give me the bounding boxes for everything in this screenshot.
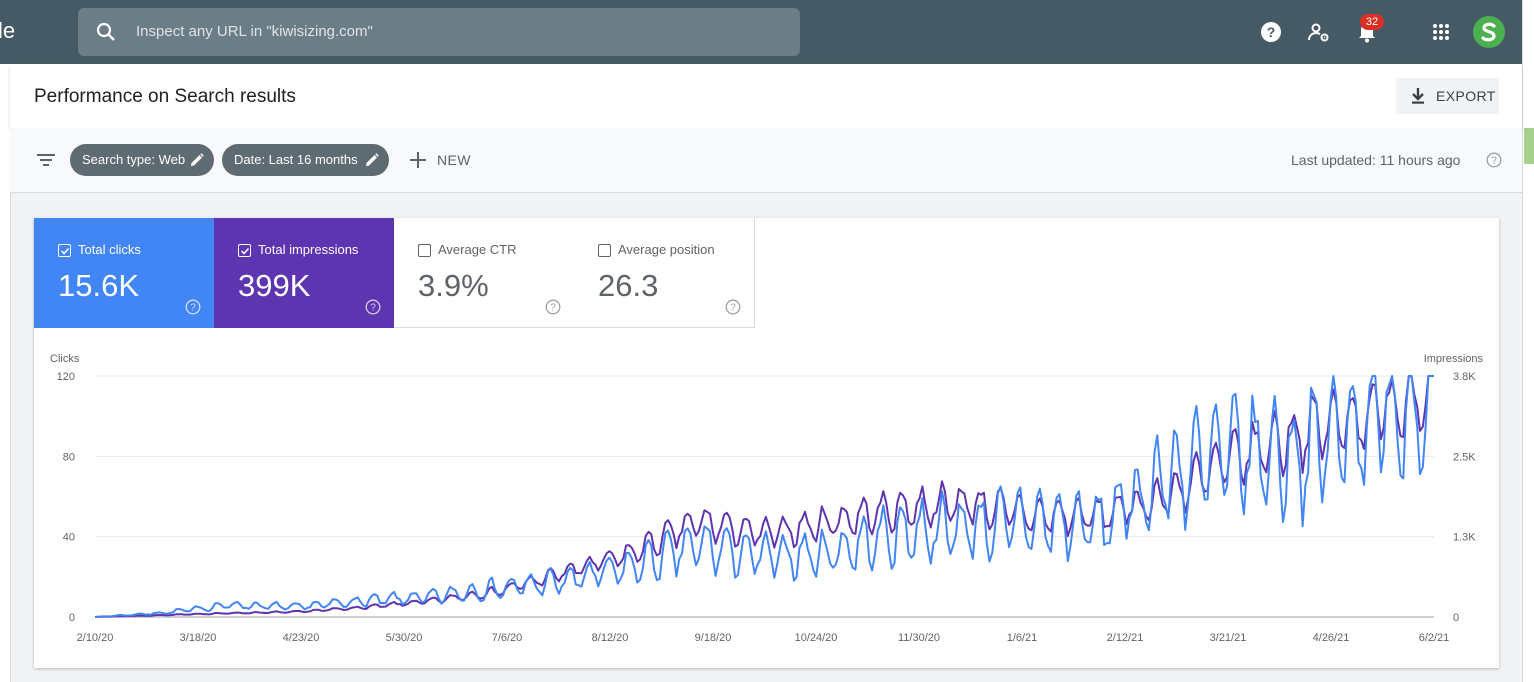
metric-label: Average CTR (438, 242, 517, 257)
svg-text:?: ? (1267, 24, 1276, 40)
page-title: Performance on Search results (34, 86, 296, 107)
right-edge-accent (1524, 128, 1534, 164)
x-tick-label: 7/6/20 (492, 632, 523, 644)
svg-text:?: ? (370, 303, 376, 314)
x-tick-label: 3/18/20 (180, 632, 217, 644)
left-tick-label: 120 (57, 371, 75, 383)
filter-bar: Search type: Web Date: Last 16 months NE… (10, 128, 1522, 193)
left-navigation-edge (0, 64, 11, 682)
help-circle-icon[interactable]: ? (1486, 152, 1502, 168)
check-icon (60, 247, 69, 255)
x-tick-label: 2/10/20 (77, 632, 114, 644)
metric-value: 15.6K (58, 268, 140, 303)
x-tick-label: 9/18/20 (695, 632, 732, 644)
top-app-bar: le Inspect any URL in "kiwisizing.com" ?… (0, 0, 1522, 64)
edit-pencil-icon[interactable] (364, 152, 380, 168)
metric-value: 3.9% (418, 268, 489, 303)
svg-text:?: ? (550, 303, 556, 314)
export-button[interactable]: EXPORT (1396, 78, 1499, 114)
product-logo[interactable]: le (0, 18, 16, 43)
help-circle-icon[interactable]: ? (185, 299, 201, 315)
right-tick-label: 2.5K (1453, 451, 1476, 463)
right-axis-title: Impressions (1424, 353, 1484, 365)
filter-icon[interactable] (34, 148, 58, 172)
avatar-logo-icon (1481, 22, 1496, 42)
metric-average-position[interactable]: Average position 26.3 ? (574, 218, 755, 328)
url-inspection-search[interactable]: Inspect any URL in "kiwisizing.com" (78, 8, 800, 56)
x-tick-label: 8/12/20 (592, 632, 629, 644)
download-icon (1412, 88, 1424, 104)
right-tick-label: 0 (1453, 612, 1459, 624)
left-tick-label: 40 (63, 532, 75, 544)
x-tick-label: 10/24/20 (795, 632, 838, 644)
metric-value: 26.3 (598, 268, 659, 303)
export-label: EXPORT (1436, 88, 1496, 104)
notification-count-badge: 32 (1360, 14, 1384, 30)
checkbox-checked[interactable] (238, 244, 251, 257)
checkbox-unchecked[interactable] (598, 244, 611, 257)
clicks-series-line (94, 375, 1434, 618)
apps-grid-icon[interactable] (1429, 20, 1453, 44)
x-tick-label: 4/23/20 (283, 632, 320, 644)
search-icon (96, 22, 115, 41)
search-type-chip[interactable]: Search type: Web (70, 144, 214, 176)
chip-label: Search type: Web (82, 152, 186, 167)
manage-users-icon[interactable] (1307, 20, 1331, 44)
help-circle-icon[interactable]: ? (545, 299, 561, 315)
svg-text:?: ? (190, 303, 196, 314)
x-tick-label: 5/30/20 (386, 632, 423, 644)
checkbox-unchecked[interactable] (418, 244, 431, 257)
svg-text:?: ? (1491, 156, 1497, 167)
search-placeholder[interactable]: Inspect any URL in "kiwisizing.com" (136, 23, 373, 40)
help-circle-icon[interactable]: ? (725, 299, 741, 315)
metric-average-ctr[interactable]: Average CTR 3.9% ? (394, 218, 575, 328)
account-avatar[interactable] (1473, 16, 1505, 48)
metric-label: Total clicks (78, 242, 141, 257)
svg-text:?: ? (730, 303, 736, 314)
chip-label: Date: Last 16 months (234, 152, 358, 167)
performance-card: Total clicks 15.6K ? Total impressions 3… (34, 218, 1499, 668)
page-header: Performance on Search results EXPORT (10, 64, 1522, 128)
x-tick-label: 2/12/21 (1107, 632, 1144, 644)
date-range-chip[interactable]: Date: Last 16 months (222, 144, 389, 176)
checkbox-checked[interactable] (58, 244, 71, 257)
left-tick-label: 0 (69, 612, 75, 624)
right-tick-label: 3.8K (1453, 371, 1476, 383)
metric-label: Total impressions (258, 242, 359, 257)
metric-total-impressions[interactable]: Total impressions 399K ? (214, 218, 394, 328)
right-tick-label: 1.3K (1453, 532, 1476, 544)
x-tick-label: 4/26/21 (1313, 632, 1350, 644)
x-tick-label: 11/30/20 (898, 632, 940, 644)
left-axis-title: Clicks (50, 353, 80, 365)
last-updated-text: Last updated: 11 hours ago (1291, 152, 1461, 168)
help-circle-icon[interactable]: ? (365, 299, 381, 315)
plus-icon (410, 152, 426, 168)
metric-value: 399K (238, 268, 311, 303)
x-tick-label: 6/2/21 (1419, 632, 1450, 644)
check-icon (240, 247, 249, 255)
x-tick-label: 1/6/21 (1007, 632, 1038, 644)
edit-pencil-icon[interactable] (189, 152, 205, 168)
metric-label: Average position (618, 242, 715, 257)
x-tick-label: 3/21/21 (1210, 632, 1247, 644)
impressions-series-line (94, 375, 1434, 618)
left-tick-label: 80 (63, 451, 75, 463)
right-edge-panel (1522, 0, 1534, 682)
help-icon[interactable]: ? (1259, 20, 1283, 44)
metric-total-clicks[interactable]: Total clicks 15.6K ? (34, 218, 214, 328)
performance-chart: Clicks Impressions 0 40 80 120 0 1.3K 2.5K 3.8… (50, 353, 1484, 644)
new-filter-label: NEW (437, 152, 471, 168)
